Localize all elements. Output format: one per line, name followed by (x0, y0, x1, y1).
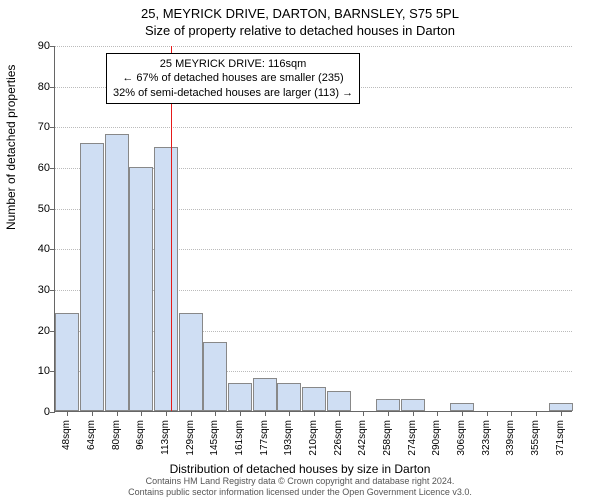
xtick-mark (289, 411, 290, 416)
annotation-line-3: 32% of semi-detached houses are larger (… (113, 86, 353, 100)
xtick-mark (413, 411, 414, 416)
bar (80, 143, 104, 411)
xtick-mark (339, 411, 340, 416)
annotation-line-1: 25 MEYRICK DRIVE: 116sqm (113, 57, 353, 71)
y-axis-label: Number of detached properties (4, 65, 18, 230)
ytick-label: 40 (20, 243, 50, 255)
xtick-mark (388, 411, 389, 416)
chart-titles: 25, MEYRICK DRIVE, DARTON, BARNSLEY, S75… (0, 0, 600, 38)
bar (450, 403, 474, 411)
annotation-line-2: ← 67% of detached houses are smaller (23… (113, 71, 353, 85)
ytick-mark (50, 168, 55, 169)
xtick-mark (511, 411, 512, 416)
bar (253, 378, 277, 411)
ytick-mark (50, 412, 55, 413)
xtick-mark (487, 411, 488, 416)
ytick-mark (50, 46, 55, 47)
xtick-mark (191, 411, 192, 416)
ytick-label: 80 (20, 81, 50, 93)
bar (105, 134, 129, 411)
footer-line-2: Contains public sector information licen… (0, 487, 600, 498)
xtick-mark (462, 411, 463, 416)
bar (154, 147, 178, 411)
bar (401, 399, 425, 411)
x-axis-label: Distribution of detached houses by size … (0, 462, 600, 476)
xtick-mark (141, 411, 142, 416)
ytick-mark (50, 127, 55, 128)
xtick-mark (67, 411, 68, 416)
gridline (55, 46, 572, 47)
title-line-2: Size of property relative to detached ho… (0, 23, 600, 38)
bar (376, 399, 400, 411)
xtick-mark (166, 411, 167, 416)
ytick-mark (50, 209, 55, 210)
bar (549, 403, 573, 411)
ytick-label: 0 (20, 406, 50, 418)
ytick-label: 60 (20, 162, 50, 174)
ytick-mark (50, 249, 55, 250)
xtick-mark (265, 411, 266, 416)
footer-line-1: Contains HM Land Registry data © Crown c… (0, 476, 600, 487)
annotation-box: 25 MEYRICK DRIVE: 116sqm← 67% of detache… (106, 53, 360, 104)
ytick-mark (50, 87, 55, 88)
bar (228, 383, 252, 411)
ytick-label: 10 (20, 365, 50, 377)
bar (179, 313, 203, 411)
bar (302, 387, 326, 411)
xtick-mark (536, 411, 537, 416)
ytick-label: 70 (20, 121, 50, 133)
bar (55, 313, 79, 411)
ytick-label: 20 (20, 325, 50, 337)
bar (129, 167, 153, 411)
xtick-mark (363, 411, 364, 416)
gridline (55, 127, 572, 128)
ytick-mark (50, 290, 55, 291)
xtick-mark (314, 411, 315, 416)
bar (327, 391, 351, 411)
ytick-label: 90 (20, 40, 50, 52)
ytick-label: 50 (20, 203, 50, 215)
xtick-mark (215, 411, 216, 416)
xtick-mark (437, 411, 438, 416)
bar (203, 342, 227, 411)
xtick-mark (561, 411, 562, 416)
footer: Contains HM Land Registry data © Crown c… (0, 476, 600, 498)
bar (277, 383, 301, 411)
xtick-mark (92, 411, 93, 416)
title-line-1: 25, MEYRICK DRIVE, DARTON, BARNSLEY, S75… (0, 6, 600, 21)
ytick-label: 30 (20, 284, 50, 296)
xtick-mark (117, 411, 118, 416)
xtick-mark (240, 411, 241, 416)
chart-container: 010203040506070809048sqm64sqm80sqm96sqm1… (54, 46, 572, 412)
